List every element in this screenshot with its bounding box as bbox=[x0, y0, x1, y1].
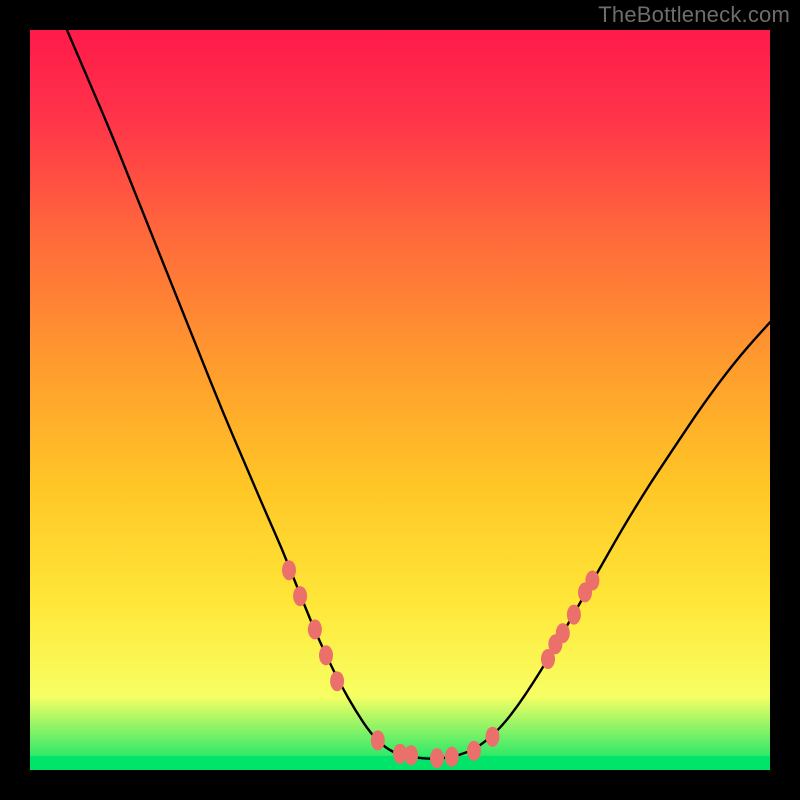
curve-marker bbox=[308, 619, 322, 639]
curve-marker bbox=[585, 571, 599, 591]
curve-marker bbox=[467, 741, 481, 761]
curve-marker bbox=[486, 727, 500, 747]
curve-marker bbox=[282, 560, 296, 580]
curve-marker bbox=[319, 645, 333, 665]
curve-marker bbox=[293, 586, 307, 606]
curve-marker bbox=[330, 671, 344, 691]
curve-marker bbox=[404, 745, 418, 765]
chart-frame: TheBottleneck.com bbox=[0, 0, 800, 800]
plot-background bbox=[30, 30, 770, 770]
chart-svg bbox=[0, 0, 800, 800]
curve-marker bbox=[430, 748, 444, 768]
curve-marker bbox=[371, 730, 385, 750]
curve-marker bbox=[567, 605, 581, 625]
curve-marker bbox=[556, 623, 570, 643]
watermark-text: TheBottleneck.com bbox=[598, 2, 790, 28]
curve-marker bbox=[445, 747, 459, 767]
